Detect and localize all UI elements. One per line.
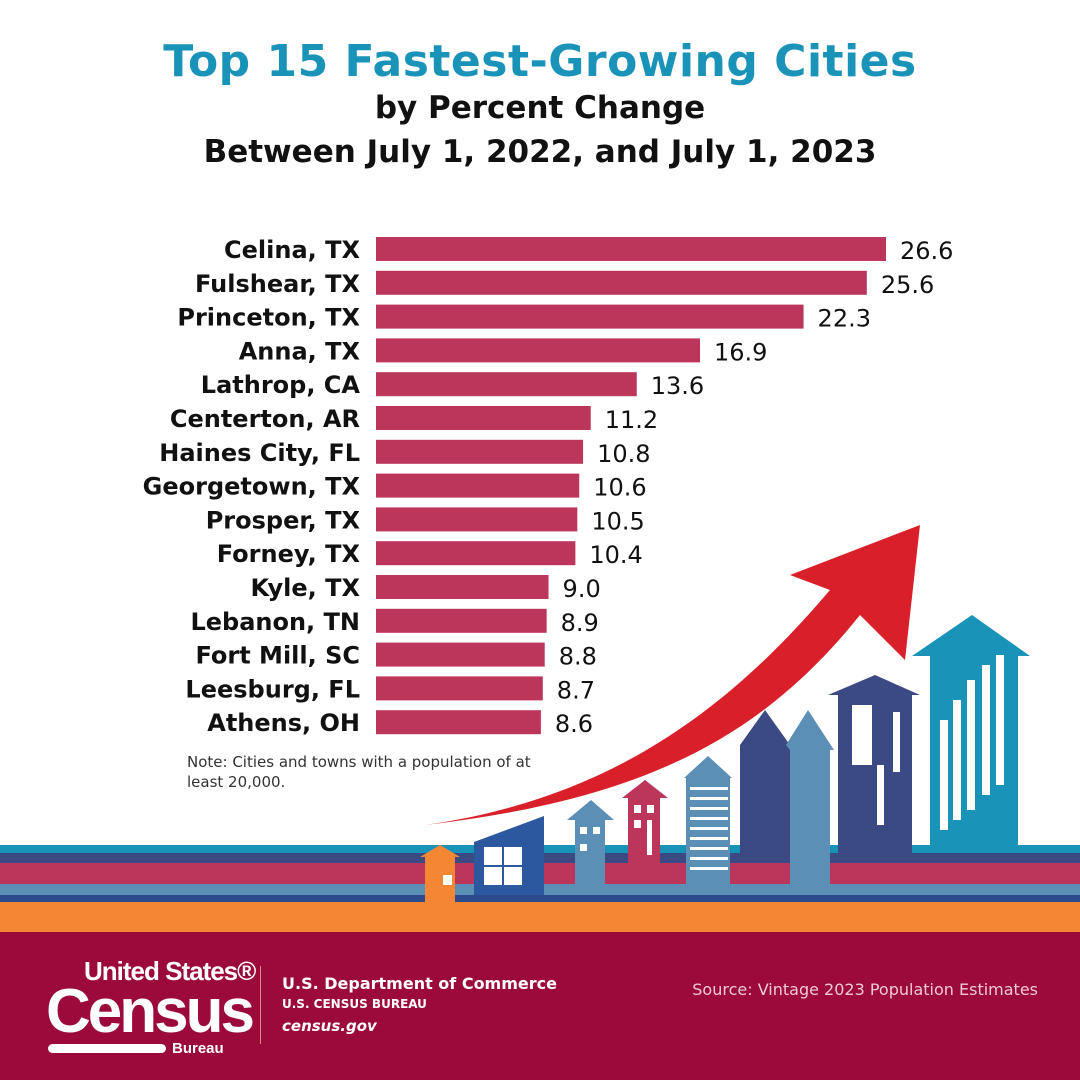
category-label: Prosper, TX [206, 506, 361, 534]
bar [376, 676, 543, 701]
bar [376, 304, 804, 329]
website-link[interactable]: census.gov [282, 1017, 377, 1035]
value-label: 11.2 [605, 406, 658, 434]
source-text: Source: Vintage 2023 Population Estimate… [692, 980, 1038, 999]
value-label: 13.6 [651, 372, 704, 400]
category-label: Kyle, TX [250, 574, 360, 602]
value-label: 10.8 [597, 440, 650, 468]
category-label: Leesburg, FL [185, 675, 360, 703]
category-label: Athens, OH [207, 709, 360, 737]
city-illustration [0, 525, 1080, 932]
logo-text-bottom: Bureau [172, 1040, 224, 1057]
category-label: Fort Mill, SC [195, 642, 360, 670]
value-label: 10.6 [593, 474, 646, 502]
bar [376, 575, 549, 599]
bureau-name: U.S. CENSUS BUREAU [282, 997, 427, 1011]
value-label: 10.5 [591, 507, 644, 535]
department-name: U.S. Department of Commerce [282, 974, 557, 993]
chart-subtitle-2: Between July 1, 2022, and July 1, 2023 [203, 134, 877, 170]
category-label: Celina, TX [224, 236, 360, 264]
category-label: Georgetown, TX [143, 473, 361, 501]
bar [376, 473, 580, 498]
value-label: 8.6 [555, 710, 593, 738]
value-label: 8.7 [557, 676, 595, 704]
bar [376, 237, 886, 261]
value-label: 9.0 [563, 575, 601, 603]
category-label: Centerton, AR [170, 405, 360, 433]
logo-bar [48, 1044, 166, 1053]
category-label: Forney, TX [217, 540, 361, 568]
category-label: Anna, TX [239, 337, 361, 365]
value-label: 22.3 [818, 305, 871, 333]
category-label: Fulshear, TX [195, 270, 361, 298]
value-label: 10.4 [589, 541, 642, 569]
category-label: Lathrop, CA [201, 371, 361, 399]
value-label: 25.6 [881, 271, 934, 299]
category-label: Lebanon, TN [190, 608, 360, 636]
bar [376, 372, 637, 397]
bar-chart: Celina, TX 26.6 Fulshear, TX 25.6 Princeton,… [0, 236, 1080, 932]
bar [376, 710, 541, 735]
value-label: 8.9 [561, 609, 599, 637]
logo-text-main: Census [46, 977, 255, 1046]
chart-note: Note: Cities and towns with a population… [187, 753, 531, 791]
divider [260, 966, 261, 1044]
chart-subtitle: by Percent Change [374, 90, 706, 126]
category-label: Princeton, TX [177, 304, 360, 332]
category-label: Haines City, FL [159, 439, 360, 467]
bar [376, 439, 584, 464]
bar [376, 338, 701, 363]
bar [376, 541, 576, 566]
logo-text-top: United States® [84, 956, 256, 986]
bar [376, 270, 867, 295]
value-label: 8.8 [559, 643, 597, 671]
bar [376, 406, 591, 430]
bar [376, 642, 545, 667]
footer: United States® Census Bureau U.S. Depart… [0, 932, 1080, 1080]
value-label: 16.9 [714, 338, 767, 366]
chart-title: Top 15 Fastest-Growing Cities [163, 36, 917, 87]
bar [376, 507, 578, 532]
bar [376, 608, 547, 633]
value-label: 26.6 [900, 237, 953, 265]
